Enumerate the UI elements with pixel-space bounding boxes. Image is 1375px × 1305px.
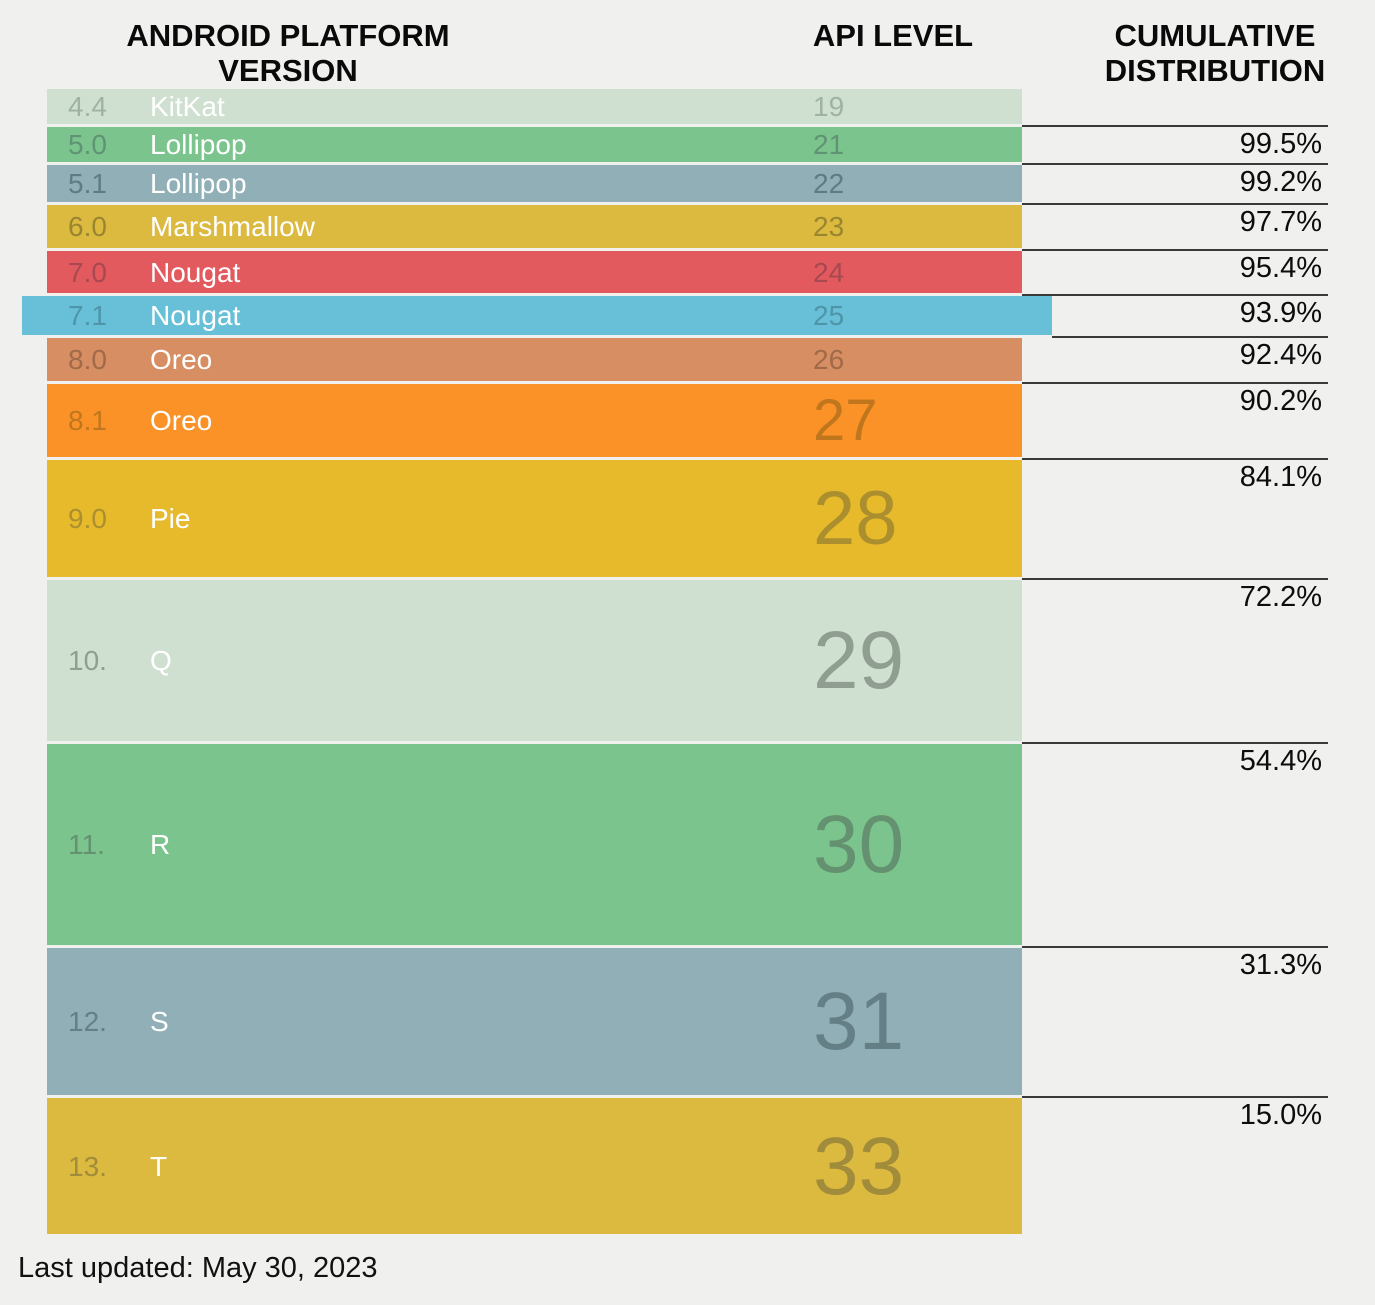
cumulative-line [1022,163,1328,165]
cumulative-line [1022,946,1328,948]
cumulative-percent-label: 72.2% [1239,581,1322,613]
version-name-label: Marshmallow [150,211,315,242]
version-name-label: Lollipop [150,129,247,160]
platform-row-bar[interactable] [47,251,1022,293]
cumulative-percent-label: 97.7% [1239,206,1322,238]
api-level-label: 22 [813,168,845,199]
version-name-label: S [150,1006,169,1037]
cumulative-percent-label: 90.2% [1239,385,1322,417]
api-level-label: 31 [813,976,905,1067]
version-name-label: Lollipop [150,168,247,199]
platform-row-bar[interactable] [47,580,1022,741]
platform-row-bar[interactable] [47,89,1022,124]
cumulative-percent-label: 54.4% [1239,745,1322,777]
column-header-cumulative-distribution: CUMULATIVE DISTRIBUTION [1104,18,1326,88]
cumulative-percent-label: 31.3% [1239,949,1322,981]
version-name-label: Oreo [150,344,213,375]
platform-row-bar[interactable] [47,948,1022,1095]
platform-row-bar[interactable] [47,384,1022,457]
cumulative-percent-label: 99.2% [1239,166,1322,198]
cumulative-percent-label: 15.0% [1239,1099,1322,1131]
platform-row-bar[interactable] [47,165,1022,202]
cumulative-line [1022,294,1328,296]
api-level-label: 25 [813,300,845,331]
platform-row-bar[interactable] [47,744,1022,945]
cumulative-line [1022,382,1328,384]
version-number-label: 8.1 [68,405,107,436]
cumulative-line [1022,203,1328,205]
api-level-label: 27 [813,388,878,453]
version-number-label: 5.1 [68,168,107,199]
version-name-label: R [150,829,171,860]
cumulative-percent-label: 92.4% [1239,339,1322,371]
version-number-label: 6.0 [68,211,107,242]
version-name-label: Oreo [150,405,213,436]
cumulative-percent-label: 95.4% [1239,252,1322,284]
api-level-label: 30 [813,799,905,890]
version-number-label: 4.4 [68,91,107,122]
cumulative-line [1022,249,1328,251]
column-header-api-level: API LEVEL [812,18,974,53]
platform-row-bar[interactable] [47,127,1022,162]
version-number-label: 11. [68,829,105,860]
cumulative-line [1022,125,1328,127]
version-number-label: 5.0 [68,129,107,160]
api-level-label: 29 [813,615,905,706]
version-name-label: Q [150,645,172,676]
version-name-label: Pie [150,503,191,534]
version-number-label: 7.0 [68,256,107,288]
version-number-label: 10. [68,645,107,676]
version-name-label: KitKat [150,91,225,122]
api-level-label: 19 [813,91,845,122]
platform-row-bar[interactable] [47,205,1022,248]
api-level-label: 24 [813,256,845,288]
api-level-label: 28 [813,476,898,561]
platform-row-bar[interactable] [47,460,1022,577]
last-updated-text: Last updated: May 30, 2023 [18,1252,378,1284]
cumulative-line [1022,578,1328,580]
cumulative-percent-label: 84.1% [1239,461,1322,493]
cumulative-line [1022,458,1328,460]
api-level-label: 23 [813,211,845,242]
cumulative-percent-label: 93.9% [1239,297,1322,329]
platform-row-bar[interactable] [47,338,1022,381]
version-name-label: Nougat [150,300,241,331]
cumulative-line [1022,742,1328,744]
cumulative-line [1052,336,1328,338]
api-level-label: 26 [813,344,845,375]
version-number-label: 8.0 [68,344,107,375]
platform-row-bar[interactable] [22,296,1052,335]
cumulative-line [1022,1096,1328,1098]
version-name-label: T [150,1150,168,1182]
version-number-label: 9.0 [68,503,107,534]
api-level-label: 33 [813,1120,905,1212]
cumulative-percent-label: 99.5% [1239,128,1322,160]
version-number-label: 13. [68,1150,107,1182]
api-level-label: 21 [813,129,845,160]
version-number-label: 12. [68,1006,107,1037]
platform-row-bar[interactable] [47,1098,1022,1234]
column-header-platform-version: ANDROID PLATFORM VERSION [126,18,450,88]
version-number-label: 7.1 [68,300,107,331]
version-name-label: Nougat [150,256,241,288]
